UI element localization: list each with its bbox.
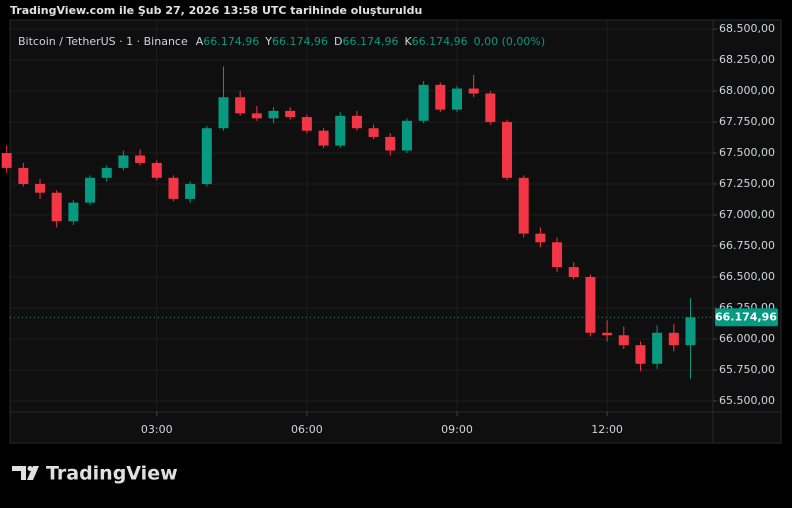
chart-panel — [9, 19, 782, 444]
candle-body — [518, 177, 529, 234]
x-tick-label: 12:00 — [591, 423, 623, 436]
y-tick-label: 66.750,00 — [719, 239, 775, 252]
candle-body — [18, 167, 29, 185]
candle-body — [685, 317, 696, 346]
legend-label: K — [404, 35, 412, 48]
candle-body — [351, 115, 362, 129]
candle-body — [602, 332, 613, 336]
candle-body — [451, 88, 462, 110]
candle-body — [251, 113, 262, 119]
candle-body — [35, 184, 46, 193]
candle-body — [618, 335, 629, 346]
y-tick-label: 67.750,00 — [719, 115, 775, 128]
candle-body — [418, 84, 429, 121]
candle-body — [301, 117, 312, 131]
y-tick-label: 66.000,00 — [719, 332, 775, 345]
legend-value: 66.174,96 — [203, 35, 259, 48]
legend-label: A — [196, 35, 204, 48]
candle-body — [318, 130, 329, 146]
y-tick-label: 65.750,00 — [719, 363, 775, 376]
x-tick-label: 06:00 — [291, 423, 323, 436]
candle-body — [85, 177, 96, 203]
candle-body — [218, 97, 229, 129]
candle-body — [68, 202, 79, 222]
candle-body — [185, 184, 196, 199]
y-tick-label: 65.500,00 — [719, 394, 775, 407]
y-tick-label: 68.500,00 — [719, 22, 775, 35]
candle-body — [635, 345, 646, 364]
candle-body — [435, 84, 446, 110]
candle-body — [151, 162, 162, 178]
brand-logo: TradingView — [12, 463, 178, 485]
candle-body — [285, 110, 296, 118]
logo-icon — [12, 466, 39, 480]
legend-value: 66.174,96 — [272, 35, 328, 48]
y-tick-label: 67.000,00 — [719, 208, 775, 221]
last-price-badge — [715, 308, 778, 327]
candle-body — [485, 93, 496, 123]
last-price-label: 66.174,96 — [715, 310, 777, 323]
candle-body — [535, 233, 546, 243]
candle-body — [101, 167, 112, 178]
candle-body — [568, 267, 579, 277]
candle-body — [135, 155, 146, 163]
logo-dot — [27, 466, 33, 471]
candle-body — [585, 276, 596, 333]
candle-body — [385, 136, 396, 151]
candle-body — [1, 153, 12, 168]
y-tick-label: 68.000,00 — [719, 84, 775, 97]
candle-body — [468, 88, 479, 94]
legend: Bitcoin / TetherUS · 1 · Binance A66.174,… — [18, 35, 545, 48]
x-tick-label: 09:00 — [441, 423, 473, 436]
candle-body — [118, 155, 129, 168]
legend-value: 66.174,96 — [342, 35, 398, 48]
candle-body — [552, 242, 563, 268]
y-tick-label: 68.250,00 — [719, 53, 775, 66]
caption: TradingView.com ile Şub 27, 2026 13:58 U… — [10, 4, 422, 17]
candle-body — [235, 97, 246, 114]
candle-body — [401, 120, 412, 151]
candle-body — [502, 122, 513, 178]
y-tick-label: 67.250,00 — [719, 177, 775, 190]
brand-name: TradingView — [46, 463, 178, 485]
candle-body — [652, 332, 663, 364]
legend-value: 66.174,96 — [412, 35, 468, 48]
candle-body — [268, 110, 279, 119]
legend-change: 0,00 (0,00%) — [474, 35, 546, 48]
candle-body — [668, 332, 679, 346]
candle-body — [201, 128, 212, 185]
candle-body — [368, 128, 379, 137]
legend-label: D — [334, 35, 342, 48]
candle-body — [335, 115, 346, 146]
y-tick-label: 66.500,00 — [719, 270, 775, 283]
y-tick-label: 67.500,00 — [719, 146, 775, 159]
candle-body — [168, 177, 179, 199]
legend-label: Y — [264, 35, 272, 48]
legend-symbol: Bitcoin / TetherUS · 1 · Binance — [18, 35, 188, 48]
x-tick-label: 03:00 — [141, 423, 173, 436]
candle-body — [51, 192, 62, 222]
